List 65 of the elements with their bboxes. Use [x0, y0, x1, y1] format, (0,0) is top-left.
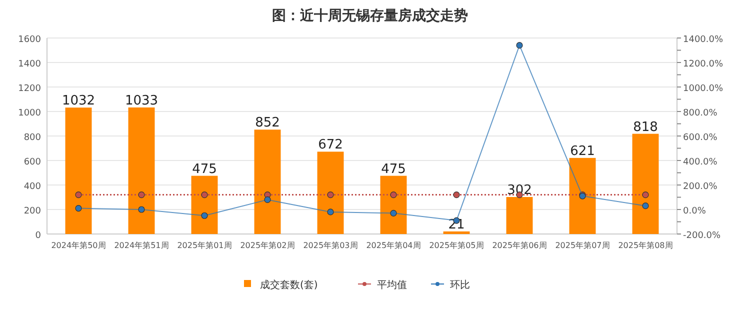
x-tick-label: 2025年第03周	[303, 241, 358, 250]
bar	[380, 176, 407, 234]
bar	[569, 158, 596, 234]
y2-tick-label: -200.0%	[683, 231, 722, 241]
point	[516, 42, 523, 49]
y-tick-label: 1400	[18, 60, 42, 70]
point	[390, 210, 397, 216]
data-label: 475	[192, 162, 217, 177]
data-label: 475	[381, 162, 406, 177]
data-label: 1033	[124, 93, 158, 108]
y2-tick-label: 600.0%	[683, 133, 718, 143]
data-label: 818	[633, 120, 658, 135]
y2-tick-label: 800.0%	[683, 108, 718, 118]
bar	[632, 134, 659, 234]
data-label: 1032	[62, 94, 96, 109]
point	[138, 206, 145, 213]
point	[75, 204, 82, 212]
data-label: 621	[570, 144, 595, 159]
y2-tick-label: 1000.0%	[683, 84, 724, 94]
bar	[65, 108, 92, 234]
point	[642, 202, 649, 210]
data-label: 852	[255, 116, 280, 131]
y2-tick-label: 1400.0%	[683, 35, 724, 45]
y-tick-label: 1600	[18, 35, 42, 45]
x-tick-label: 2025年第06周	[492, 241, 547, 250]
y2-tick-label: 1200.0%	[683, 60, 724, 70]
bar	[443, 231, 470, 234]
point	[264, 196, 271, 203]
point	[327, 208, 334, 216]
point	[390, 192, 397, 198]
data-label: 672	[318, 138, 343, 153]
point	[327, 192, 334, 198]
y-tick-label: 600	[24, 158, 42, 168]
point	[642, 192, 649, 198]
bar	[317, 152, 344, 234]
chart-title: 图：近十周无锡存量房成交走势	[272, 7, 468, 24]
bar	[128, 107, 155, 234]
bar	[506, 197, 533, 234]
y-tick-label: 800	[24, 133, 42, 143]
y-tick-label: 0	[35, 231, 42, 241]
x-tick-label: 2024年第50周	[51, 241, 106, 250]
point	[75, 192, 82, 198]
y-tick-label: 200	[24, 206, 42, 216]
y2-tick-label: 0.0%	[683, 206, 706, 216]
bar	[191, 176, 218, 234]
legend-label: 平均值	[377, 279, 407, 291]
point	[138, 192, 145, 198]
point	[201, 192, 208, 198]
x-tick-label: 2025年第04周	[366, 241, 421, 250]
x-tick-label: 2025年第01周	[177, 241, 232, 250]
bar	[254, 130, 281, 234]
y-tick-label: 1200	[18, 84, 42, 94]
x-tick-label: 2025年第02周	[240, 241, 295, 250]
x-tick-label: 2025年第07周	[555, 241, 610, 250]
y2-tick-label: 400.0%	[683, 158, 718, 168]
point	[201, 212, 208, 219]
legend-label: 环比	[450, 279, 470, 291]
x-tick-label: 2025年第05周	[429, 241, 484, 250]
legend-label: 成交套数(套)	[260, 279, 318, 291]
y2-tick-label: 200.0%	[683, 182, 718, 192]
point	[453, 192, 460, 198]
x-tick-label: 2025年第08周	[618, 241, 673, 250]
x-tick-label: 2024年第51周	[114, 241, 169, 250]
y-tick-label: 400	[24, 182, 42, 192]
y-tick-label: 1000	[18, 108, 42, 118]
